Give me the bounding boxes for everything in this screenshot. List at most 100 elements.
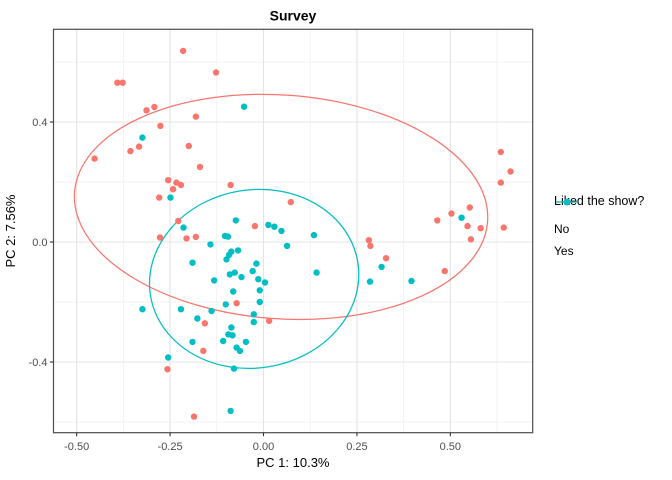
data-point-yes	[366, 278, 374, 285]
data-point-no	[251, 222, 259, 230]
panel-border	[52, 28, 534, 434]
data-point-yes	[283, 242, 291, 250]
data-point-yes	[458, 214, 465, 221]
data-point-no	[164, 366, 171, 373]
legend-key-yes-icon	[556, 198, 578, 206]
data-point-yes	[224, 233, 232, 240]
x-tick-label: -0.25	[158, 441, 183, 453]
data-point-no	[200, 347, 207, 355]
data-point-no	[466, 204, 473, 211]
data-point-no	[156, 194, 163, 201]
data-point-yes	[167, 194, 174, 201]
data-point-no	[382, 255, 390, 262]
data-point-yes	[222, 301, 229, 308]
data-point-yes	[228, 324, 235, 331]
data-point-no	[448, 210, 455, 217]
y-tick-label: 0.0	[32, 237, 47, 249]
data-point-no	[175, 217, 182, 225]
data-point-no	[91, 155, 98, 162]
x-tick-label: 0.25	[346, 441, 367, 453]
x-axis-title: PC 1: 10.3%	[257, 455, 330, 470]
data-point-yes	[250, 318, 257, 326]
x-tick-label: 0.50	[440, 441, 461, 453]
data-point-yes	[253, 260, 260, 267]
data-point-no	[177, 181, 185, 189]
data-point-no	[467, 236, 475, 243]
data-point-yes	[230, 365, 238, 372]
data-point-no	[119, 79, 126, 86]
data-point-yes	[210, 277, 218, 284]
data-point-yes	[139, 306, 146, 313]
data-point-no	[151, 103, 158, 111]
ellipse-no	[73, 93, 489, 321]
data-point-no	[287, 198, 294, 206]
plot-panel: -0.50 -0.25 0.00 0.25 0.50 0.4 0.0 -0.4	[29, 28, 534, 453]
data-point-no	[227, 181, 234, 189]
data-point-yes	[227, 407, 234, 415]
x-tick-label: -0.50	[64, 441, 89, 453]
data-point-yes	[194, 315, 201, 322]
data-point-yes	[271, 223, 278, 230]
data-point-yes	[232, 217, 240, 224]
data-point-no	[114, 79, 121, 86]
data-point-yes	[378, 263, 385, 271]
data-point-yes	[177, 306, 185, 313]
data-point-yes	[313, 269, 320, 276]
data-point-yes	[229, 332, 236, 339]
data-point-yes	[265, 221, 272, 229]
data-point-no	[135, 143, 143, 150]
data-point-yes	[180, 224, 187, 231]
data-point-no	[477, 225, 484, 232]
data-point-yes	[249, 267, 256, 275]
data-point-yes	[238, 273, 245, 281]
data-point-yes	[255, 276, 262, 283]
data-point-no	[265, 317, 273, 325]
data-point-yes	[231, 269, 238, 276]
data-point-no	[190, 413, 198, 420]
data-point-no	[212, 69, 220, 76]
data-point-no	[185, 142, 192, 150]
y-tick-label: -0.4	[29, 357, 48, 369]
legend-title: Liked the show?	[554, 194, 645, 208]
data-point-yes	[256, 298, 263, 306]
data-point-yes	[230, 288, 237, 295]
ellipse-yes	[148, 188, 360, 370]
data-point-yes	[208, 307, 215, 315]
data-point-no	[233, 300, 240, 307]
chart-title: Survey	[270, 8, 317, 24]
data-point-no	[143, 107, 150, 114]
data-point-yes	[189, 259, 196, 266]
data-point-yes	[240, 103, 248, 110]
data-point-yes	[242, 338, 250, 346]
data-point-no	[183, 235, 190, 242]
legend-entry-no: No	[554, 198, 644, 240]
data-point-no	[196, 163, 204, 171]
data-point-yes	[261, 279, 269, 286]
data-point-no	[169, 186, 177, 193]
data-point-no	[192, 113, 200, 120]
data-point-yes	[207, 241, 214, 248]
x-tick-label: 0.00	[253, 441, 274, 453]
y-tick-label: 0.4	[32, 117, 47, 129]
data-point-yes	[408, 277, 415, 285]
data-point-no	[365, 237, 373, 244]
legend-entry-yes: Yes	[554, 198, 644, 262]
data-point-yes	[226, 271, 234, 278]
data-point-yes	[236, 347, 244, 355]
y-axis-title: PC 2: 7.56%	[3, 194, 18, 267]
legend: Liked the show? No Yes	[554, 194, 644, 262]
data-point-yes	[223, 256, 230, 263]
data-point-yes	[165, 354, 172, 361]
data-point-yes	[310, 231, 318, 239]
data-point-no	[464, 222, 471, 230]
data-point-no	[434, 217, 441, 224]
data-point-no	[367, 242, 374, 250]
data-point-yes	[250, 311, 257, 318]
data-point-yes	[139, 134, 146, 141]
data-point-no	[157, 122, 164, 130]
data-point-no	[127, 147, 134, 155]
data-point-no	[441, 267, 448, 275]
data-point-yes	[189, 338, 196, 346]
data-point-no	[497, 148, 504, 156]
